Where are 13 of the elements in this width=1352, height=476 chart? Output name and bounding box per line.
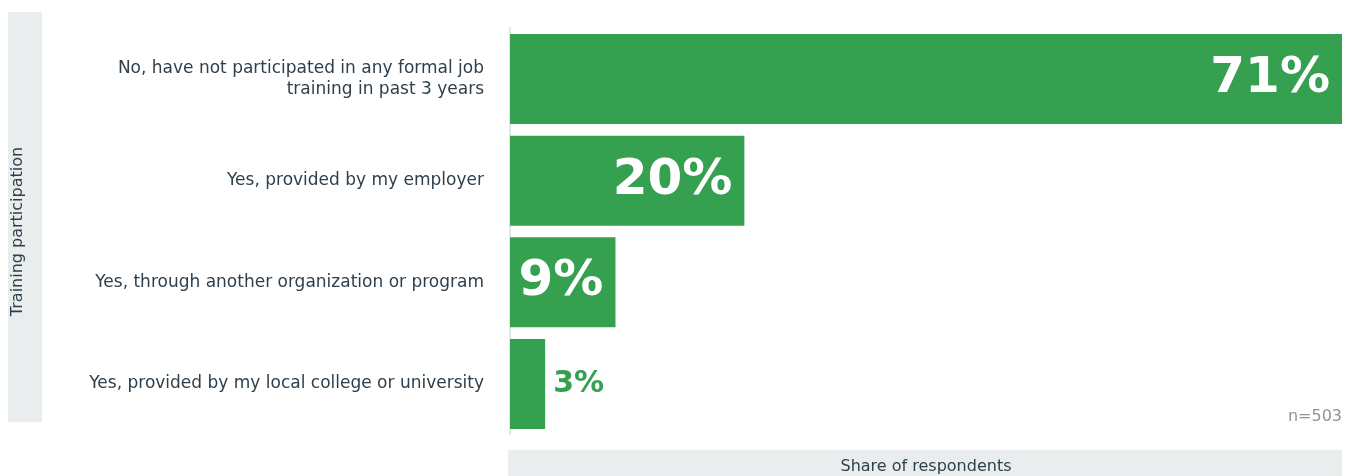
y-tick-label: No, have not participated in any formal job training in past 3 years [117, 57, 485, 98]
y-tick-label: Yes, provided by my local college or university [88, 372, 484, 393]
data-label: 3% [553, 363, 605, 399]
data-label: 9% [518, 249, 604, 308]
bar [510, 339, 546, 429]
x-axis-title: Share of respondents [840, 455, 1012, 475]
y-tick-label: Yes, through another organization or program [94, 270, 484, 291]
y-axis-title: Training participation [6, 146, 26, 318]
annotation: n=503 [1287, 406, 1342, 426]
data-label: 71% [1210, 46, 1330, 105]
y-tick-label: Yes, provided by my employer [225, 169, 484, 190]
bar [510, 34, 1342, 125]
data-label: 20% [612, 147, 733, 206]
